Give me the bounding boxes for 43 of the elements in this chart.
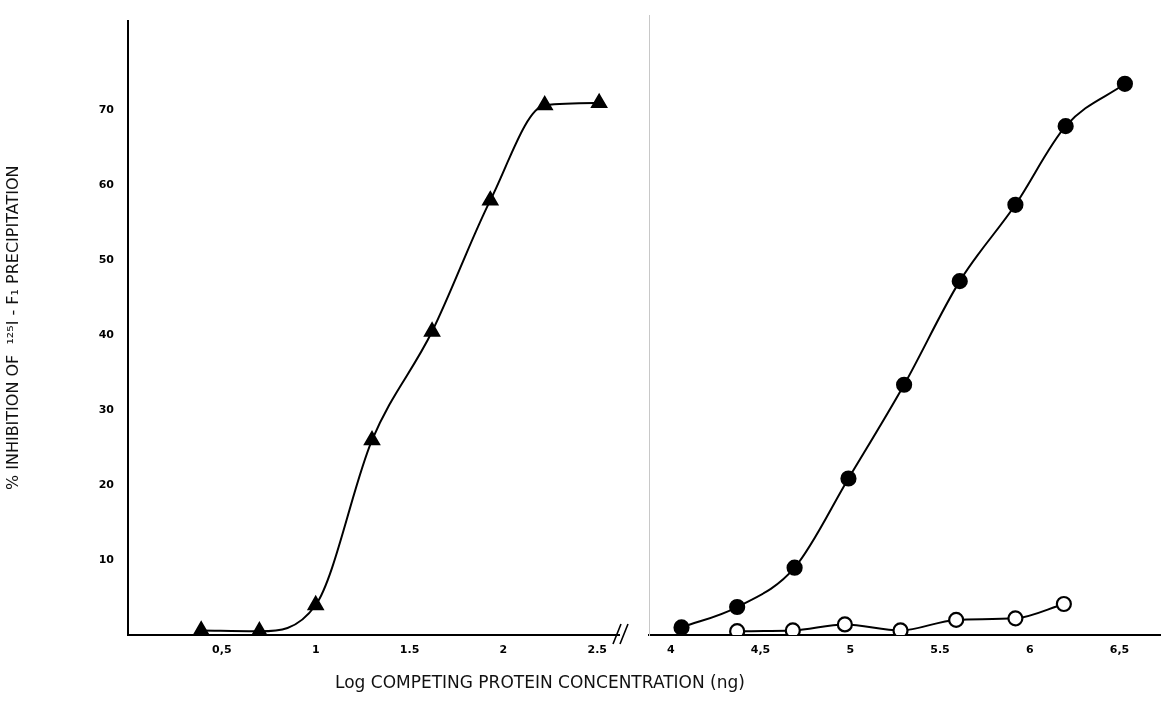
point bbox=[1057, 118, 1074, 135]
point bbox=[251, 622, 268, 635]
y-tick-label: 50 bbox=[98, 253, 115, 267]
point bbox=[729, 598, 746, 616]
point bbox=[892, 622, 909, 635]
y-tick-label: 30 bbox=[98, 403, 115, 417]
point bbox=[364, 431, 381, 446]
y-tick-label: 40 bbox=[98, 328, 115, 342]
point bbox=[482, 191, 499, 206]
x-tick-label: 6 bbox=[1025, 643, 1034, 657]
x-tick-label: 1.5 bbox=[399, 643, 420, 657]
y-tick-label: 20 bbox=[98, 478, 115, 492]
point bbox=[1055, 595, 1072, 613]
x-tick-label: 2 bbox=[499, 643, 508, 657]
point bbox=[193, 621, 210, 635]
point bbox=[307, 595, 324, 611]
x-tick-label: 1 bbox=[311, 643, 320, 657]
y-axis-title: % INHIBITION OF ¹²⁵I - F₁ PRECIPITATION bbox=[2, 165, 22, 491]
x-tick-label: 5 bbox=[846, 643, 855, 657]
y-tick-label: 10 bbox=[98, 552, 115, 566]
point bbox=[951, 273, 968, 290]
point bbox=[840, 470, 857, 487]
y-tick-label: 60 bbox=[98, 178, 115, 192]
x-tick-label: 4,5 bbox=[750, 643, 771, 657]
x-tick-label: 4 bbox=[666, 643, 675, 657]
point bbox=[896, 376, 913, 393]
point bbox=[784, 622, 801, 635]
y-tick-label: 70 bbox=[98, 103, 115, 117]
x-tick-label: 5.5 bbox=[930, 643, 950, 657]
point bbox=[536, 96, 553, 111]
point bbox=[424, 322, 441, 337]
point bbox=[591, 93, 608, 109]
point bbox=[1116, 75, 1133, 92]
x-tick-label: 0,5 bbox=[212, 643, 232, 657]
point bbox=[673, 619, 690, 635]
point bbox=[1007, 610, 1024, 627]
point bbox=[948, 611, 965, 628]
point bbox=[836, 616, 853, 633]
x-tick-label: 6,5 bbox=[1109, 643, 1130, 657]
x-axis-title: Log COMPETING PROTEIN CONCENTRATION (ng) bbox=[335, 672, 745, 692]
x-tick-label: 2.5 bbox=[587, 643, 608, 657]
point bbox=[1007, 196, 1024, 213]
point bbox=[786, 559, 803, 576]
